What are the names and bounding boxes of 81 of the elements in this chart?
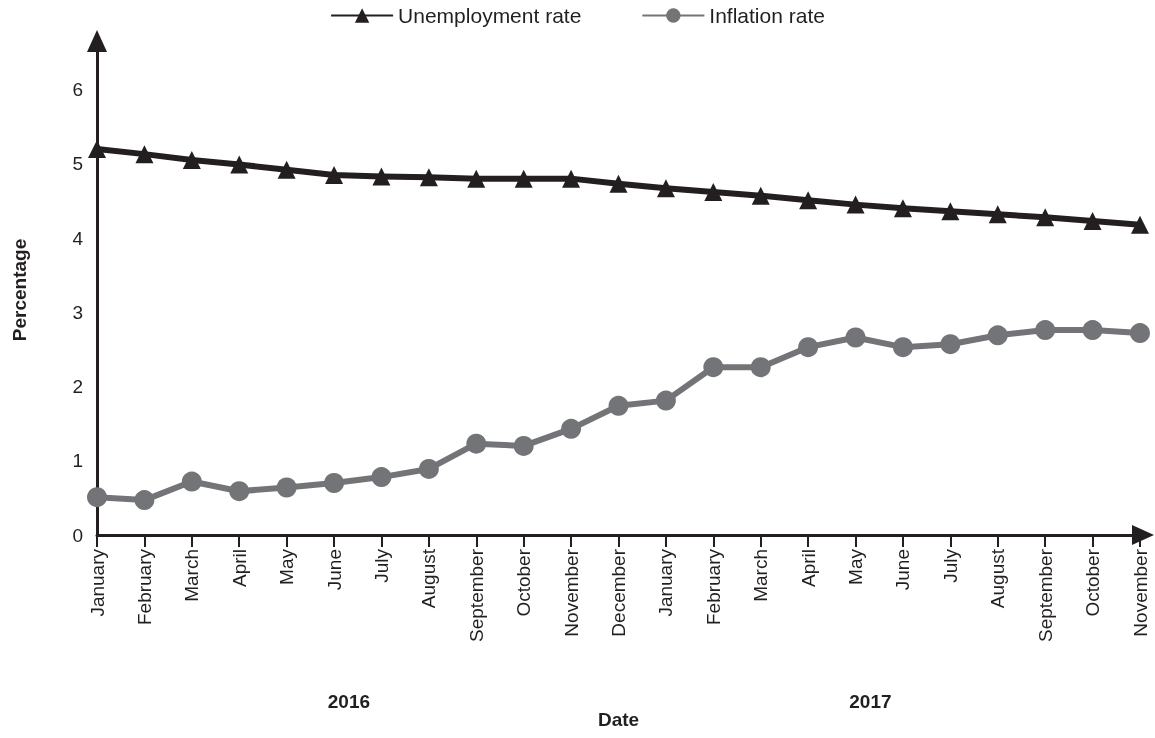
point [466,433,487,454]
x-tick-label: July [370,548,392,583]
x-tick-label: June [892,549,914,591]
y-tick-label: 5 [72,153,83,175]
point [799,191,818,210]
point [513,435,534,456]
point [987,325,1008,346]
point [134,490,155,511]
point [1083,211,1102,230]
point [1035,320,1056,341]
x-tick-label: August [418,548,440,609]
x-tick-label: September [465,548,487,642]
x-tick-label: April [228,549,250,588]
point [277,160,296,179]
point [941,202,960,221]
text: 2017 [849,691,892,712]
x-tick-label: June [323,549,345,591]
x-tick-label: May [276,548,298,585]
point [324,473,345,494]
point [751,186,770,205]
x-tick-label: September [1034,548,1056,642]
point [656,179,675,198]
x-tick-label: March [750,549,772,602]
point [467,169,486,188]
point [798,337,819,358]
point [655,390,676,411]
point [893,199,912,218]
y-tick-label: 1 [72,450,83,472]
point [372,167,391,186]
point [135,145,154,164]
point [229,481,250,502]
y-tick-label: 6 [72,79,83,101]
point [181,471,202,492]
x-tick-label: November [560,548,582,637]
x-tick-label: May [845,548,867,585]
point [182,151,201,170]
text: 2016 [327,691,371,712]
point [1082,320,1103,341]
point [892,337,913,358]
point [371,467,392,488]
point [325,165,344,184]
point [276,477,297,498]
y-axis-title: Percentage [9,238,30,342]
x-tick-label: February [702,548,724,626]
x-tick-label: December [608,548,629,637]
point [419,168,438,187]
x-tick-label: July [939,548,961,583]
point [562,169,581,188]
x-tick-label: October [1082,548,1104,617]
point [846,195,865,214]
point [561,418,582,439]
x-tick-label: April [797,549,819,588]
point [1131,215,1149,234]
point [230,155,249,174]
point [704,183,723,201]
point [418,458,439,479]
legend-label: Inflation rate [709,4,825,27]
y-tick-label: 2 [72,376,83,398]
point [988,205,1007,224]
y-tick-label: 0 [72,524,83,546]
x-axis-title: Date [597,709,640,730]
y-tick-label: 3 [72,301,83,323]
point [609,174,628,193]
point [514,169,533,188]
point [940,334,961,355]
x-tick-label: January [86,548,108,617]
y-tick-label: 4 [72,227,84,249]
x-tick-label: February [133,548,155,626]
point [1130,323,1150,344]
point [750,357,771,378]
x-tick-label: January [655,548,677,617]
point [703,357,724,378]
point [608,395,629,416]
point [1036,208,1055,227]
x-tick-label: November [1129,548,1151,637]
legend-label: Unemployment rate [398,4,582,27]
x-tick-label: August [987,548,1009,609]
point [845,327,866,348]
point [87,487,107,508]
x-tick-label: October [513,548,535,617]
x-tick-label: March [181,549,203,602]
